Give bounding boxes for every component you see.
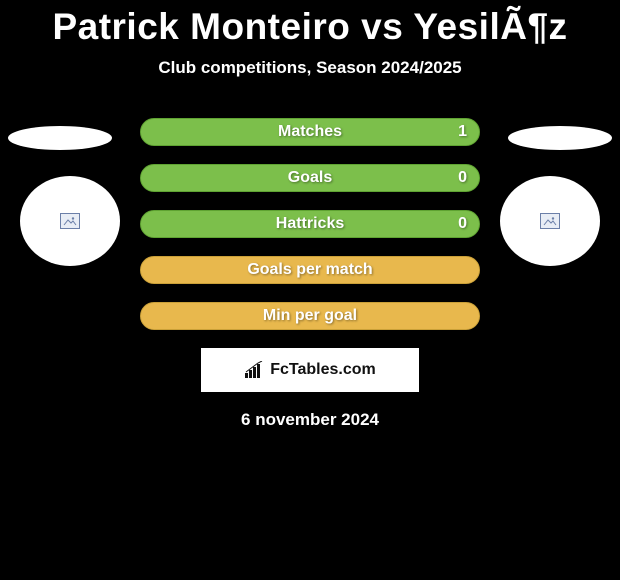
stat-row: Min per goal: [0, 302, 620, 330]
bars-icon: [244, 361, 266, 379]
stat-row: Matches 1: [0, 118, 620, 146]
page-title: Patrick Monteiro vs YesilÃ¶z: [0, 6, 620, 48]
page-subtitle: Club competitions, Season 2024/2025: [0, 58, 620, 78]
footer-date: 6 november 2024: [0, 410, 620, 430]
stat-value-right: 0: [458, 169, 467, 187]
stat-bar: Goals 0: [140, 164, 480, 192]
stat-label: Min per goal: [263, 307, 357, 325]
stat-label: Hattricks: [276, 215, 344, 233]
stats-list: Matches 1 Goals 0 Hattricks 0 Goals per match M…: [0, 118, 620, 330]
stat-row: Goals per match: [0, 256, 620, 284]
stat-label: Goals: [288, 169, 332, 187]
stat-label: Matches: [278, 123, 342, 141]
stat-row: Goals 0: [0, 164, 620, 192]
stat-bar: Hattricks 0: [140, 210, 480, 238]
footer-logo: FcTables.com: [244, 361, 376, 379]
stat-bar: Min per goal: [140, 302, 480, 330]
stat-row: Hattricks 0: [0, 210, 620, 238]
footer-brand-box: FcTables.com: [201, 348, 419, 392]
stat-label: Goals per match: [247, 261, 372, 279]
stat-value-right: 1: [458, 123, 467, 141]
footer-brand-text: FcTables.com: [270, 361, 376, 379]
stat-bar: Matches 1: [140, 118, 480, 146]
stat-bar: Goals per match: [140, 256, 480, 284]
stat-value-right: 0: [458, 215, 467, 233]
